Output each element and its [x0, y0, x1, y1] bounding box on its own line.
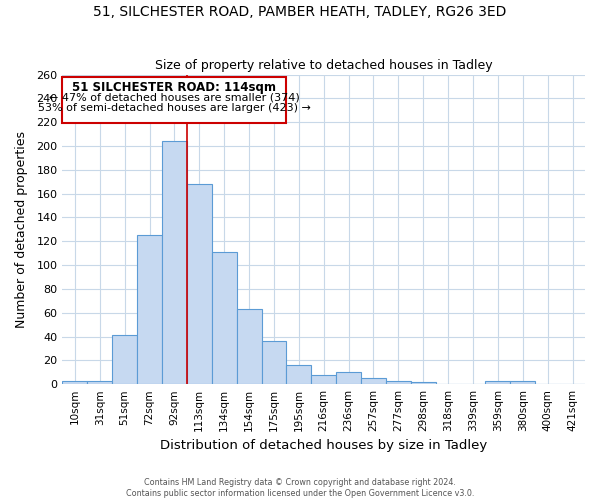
- Bar: [112, 336, 137, 384]
- Bar: [137, 236, 162, 384]
- Bar: [262, 342, 286, 384]
- Text: 51, SILCHESTER ROAD, PAMBER HEATH, TADLEY, RG26 3ED: 51, SILCHESTER ROAD, PAMBER HEATH, TADLE…: [94, 5, 506, 19]
- Bar: [311, 374, 336, 384]
- Bar: [485, 380, 511, 384]
- Text: ← 47% of detached houses are smaller (374): ← 47% of detached houses are smaller (37…: [49, 92, 300, 102]
- Y-axis label: Number of detached properties: Number of detached properties: [15, 131, 28, 328]
- Bar: [88, 380, 112, 384]
- Bar: [411, 382, 436, 384]
- Bar: [386, 380, 411, 384]
- Bar: [187, 184, 212, 384]
- Bar: [62, 77, 286, 124]
- Bar: [361, 378, 386, 384]
- Text: 53% of semi-detached houses are larger (423) →: 53% of semi-detached houses are larger (…: [38, 103, 311, 113]
- Bar: [62, 380, 88, 384]
- Bar: [212, 252, 236, 384]
- Text: 51 SILCHESTER ROAD: 114sqm: 51 SILCHESTER ROAD: 114sqm: [73, 80, 277, 94]
- Bar: [336, 372, 361, 384]
- X-axis label: Distribution of detached houses by size in Tadley: Distribution of detached houses by size …: [160, 440, 487, 452]
- Bar: [511, 380, 535, 384]
- Bar: [236, 309, 262, 384]
- Text: Contains HM Land Registry data © Crown copyright and database right 2024.
Contai: Contains HM Land Registry data © Crown c…: [126, 478, 474, 498]
- Bar: [162, 141, 187, 384]
- Title: Size of property relative to detached houses in Tadley: Size of property relative to detached ho…: [155, 59, 493, 72]
- Bar: [286, 365, 311, 384]
